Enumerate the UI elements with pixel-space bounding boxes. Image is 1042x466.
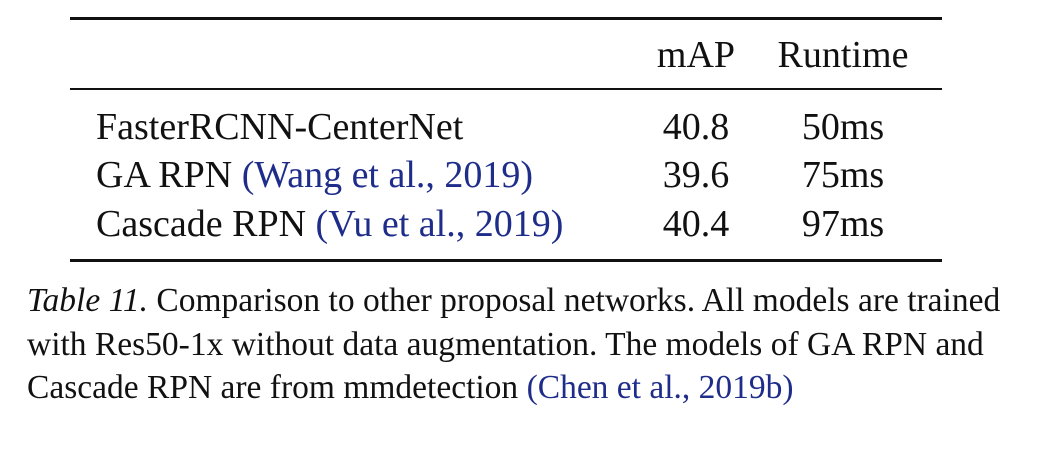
caption-citation-link[interactable]: Chen et al., 2019b: [537, 369, 783, 406]
caption-text: Comparison to other proposal networks. A…: [27, 282, 1001, 406]
row-method: Cascade RPN (Vu et al., 2019): [96, 205, 563, 243]
citation-close-paren: ): [520, 154, 534, 196]
table-bottom-rule: [70, 259, 942, 262]
row-method: FasterRCNN-CenterNet: [96, 108, 463, 146]
row-map: 40.8: [662, 106, 730, 148]
header-runtime: Runtime: [777, 34, 909, 76]
row-map: 39.6: [662, 154, 730, 196]
method-name: FasterRCNN-CenterNet: [96, 106, 464, 148]
citation-open-paren: (: [315, 203, 329, 245]
citation-close-paren: ): [550, 203, 564, 245]
row-method: GA RPN (Wang et al., 2019): [96, 156, 533, 194]
citation-close-paren: ): [782, 369, 794, 406]
row-map: 40.4: [662, 203, 730, 245]
row-runtime: 97ms: [801, 203, 885, 245]
citation-open-paren: (: [526, 369, 538, 406]
caption-label: Table 11.: [27, 282, 148, 319]
method-name: Cascade RPN: [96, 203, 307, 245]
citation-link[interactable]: Vu et al., 2019: [328, 203, 551, 245]
row-runtime: 50ms: [801, 106, 885, 148]
citation-open-paren: (: [241, 154, 255, 196]
header-map: mAP: [656, 34, 736, 76]
table-header-rule: [70, 88, 942, 90]
row-runtime: 75ms: [801, 154, 885, 196]
method-name: GA RPN: [96, 154, 233, 196]
table-caption: Table 11. Comparison to other proposal n…: [27, 279, 1017, 410]
citation-link[interactable]: Wang et al., 2019: [254, 154, 521, 196]
table-top-rule: [70, 17, 942, 20]
